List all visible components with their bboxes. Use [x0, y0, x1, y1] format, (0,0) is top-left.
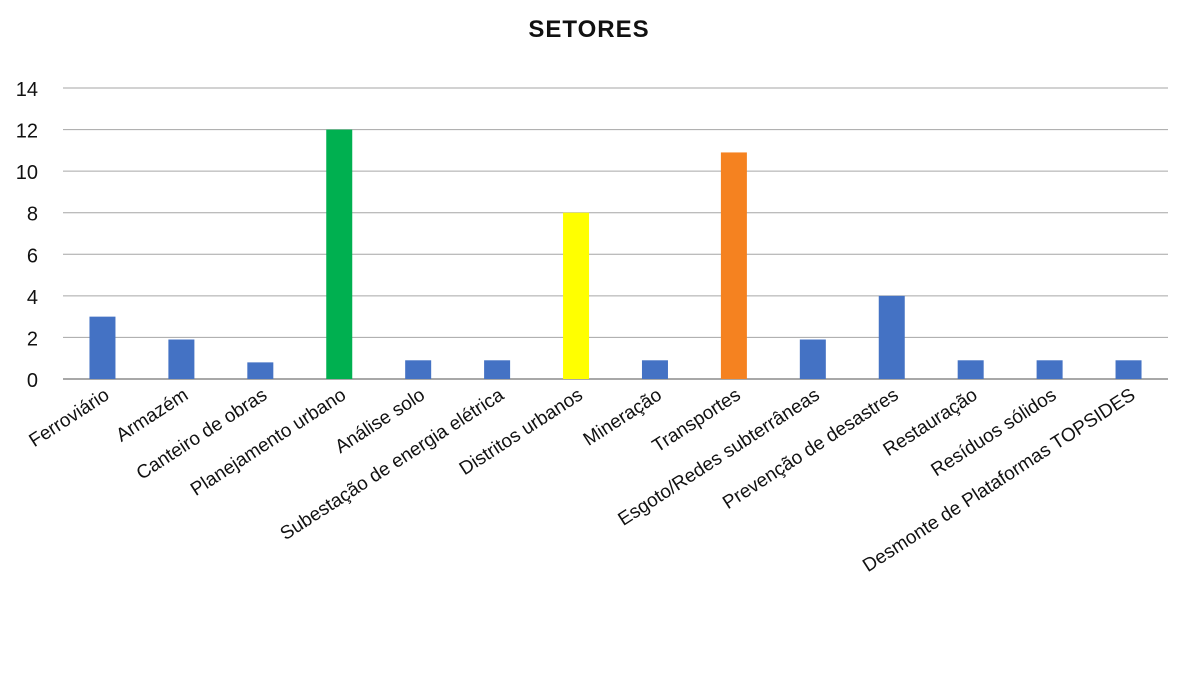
bar	[799, 339, 826, 379]
y-tick-label: 0	[27, 370, 38, 392]
bar	[641, 360, 668, 379]
bar	[484, 360, 511, 379]
bar	[563, 212, 590, 379]
y-tick-label: 10	[16, 162, 38, 184]
bar	[405, 360, 432, 379]
bar	[957, 360, 984, 379]
bar	[720, 152, 747, 379]
bar	[326, 129, 353, 379]
bar	[247, 362, 274, 379]
y-tick-label: 4	[27, 287, 38, 309]
bar	[878, 295, 905, 379]
y-tick-label: 14	[16, 79, 38, 101]
y-tick-label: 8	[27, 204, 38, 226]
bar	[89, 316, 116, 379]
x-tick-label: Canteiro de obras	[133, 385, 271, 485]
y-tick-label: 2	[27, 328, 38, 350]
bar	[1115, 360, 1142, 379]
bar	[1036, 360, 1063, 379]
bar	[168, 339, 195, 379]
y-tick-label: 6	[27, 245, 38, 267]
x-tick-label: Desmonte de Plataformas TOPSIDES	[859, 385, 1139, 577]
x-tick-label: Ferroviário	[26, 385, 114, 452]
chart-title: SETORES	[528, 16, 650, 43]
y-tick-label: 12	[16, 121, 38, 143]
